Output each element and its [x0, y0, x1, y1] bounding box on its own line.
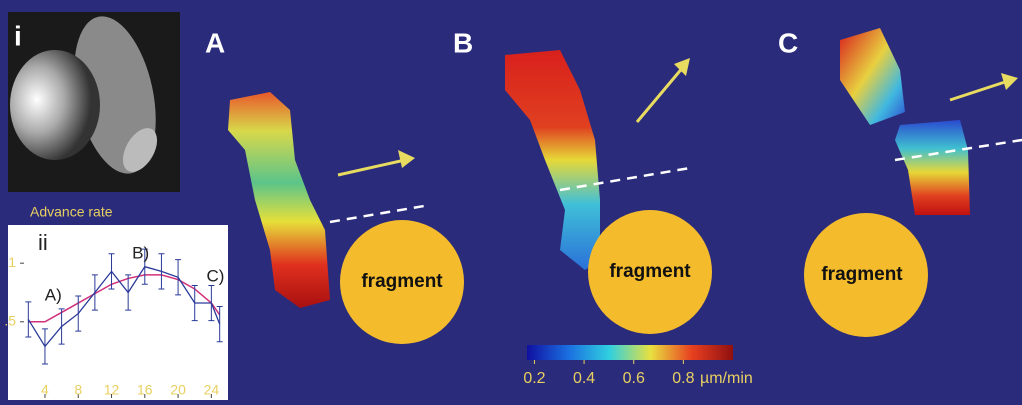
cell — [228, 92, 330, 308]
x-tick-label: 12 — [104, 382, 120, 398]
chart-title: Advance rate — [30, 204, 113, 220]
colorbar-tick-label: 0.2 — [523, 370, 545, 387]
colorbar-tick-label: 0.4 — [573, 370, 595, 387]
dashed-line — [330, 205, 430, 222]
x-tick-label: 20 — [170, 382, 186, 398]
y-tick-label: .5 — [4, 312, 16, 328]
colorbar-tick-label: 0.8 — [672, 370, 694, 387]
x-tick-label: 8 — [74, 382, 82, 398]
cell — [895, 120, 970, 215]
panel-label: ii — [38, 230, 48, 255]
y-tick-label: 1 — [8, 254, 16, 270]
fragment-label: fragment — [361, 271, 443, 292]
photo-cell — [10, 50, 100, 160]
cell — [840, 28, 905, 125]
fragment-label: fragment — [609, 261, 691, 282]
arrow — [950, 81, 1008, 100]
panel-label: A — [205, 27, 225, 58]
cell — [505, 50, 600, 270]
panel-label: B — [453, 27, 473, 58]
annotation: A) — [45, 285, 62, 304]
annotation: B) — [132, 243, 149, 262]
colorbar-tick-label: 0.6 — [623, 370, 645, 387]
annotation: C) — [207, 267, 225, 286]
x-tick-label: 16 — [137, 382, 153, 398]
fragment-label: fragment — [821, 264, 903, 285]
colorbar-unit: µm/min — [700, 370, 753, 387]
colorbar — [527, 345, 733, 360]
arrow-head — [398, 150, 415, 168]
arrow — [338, 160, 405, 175]
arrow-head — [1001, 73, 1018, 90]
x-tick-label: 24 — [204, 382, 220, 398]
panel-label: i — [14, 20, 22, 51]
panel-label: C — [778, 27, 798, 58]
arrow — [637, 66, 684, 122]
figure: i fragment fragment fragment A B C Advan… — [0, 0, 1022, 400]
x-tick-label: 4 — [41, 382, 49, 398]
